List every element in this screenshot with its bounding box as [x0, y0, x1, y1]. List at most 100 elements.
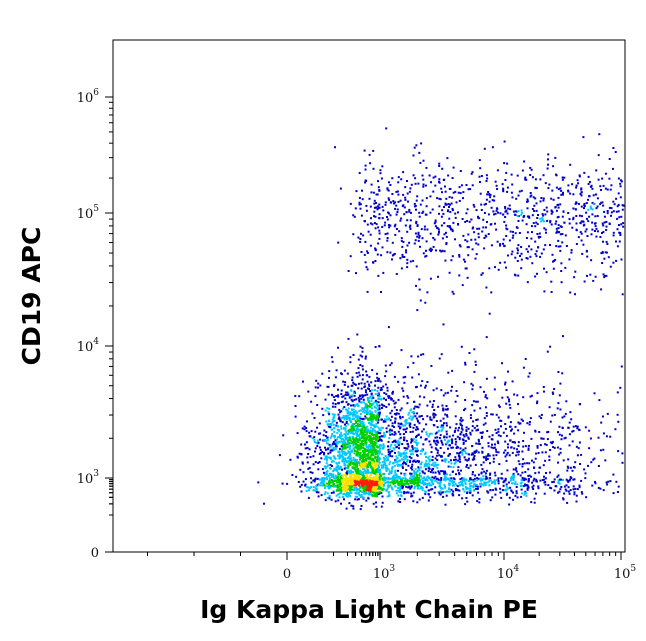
event-dot — [330, 435, 333, 438]
event-dot — [319, 452, 322, 454]
event-dot — [330, 476, 333, 478]
event-dot — [376, 437, 379, 440]
event-dot — [343, 439, 346, 442]
event-dot — [551, 253, 554, 256]
event-dot — [446, 415, 449, 418]
event-dot — [354, 492, 357, 495]
event-dot — [418, 460, 420, 463]
event-dot — [377, 487, 380, 490]
event-dot — [553, 413, 556, 416]
event-dot — [504, 206, 507, 208]
event-dot — [355, 454, 358, 457]
event-dot — [317, 386, 319, 389]
event-dot — [491, 413, 494, 416]
event-dot — [551, 189, 554, 192]
event-dot — [558, 231, 561, 234]
event-dot — [378, 473, 381, 475]
event-dot — [335, 441, 338, 444]
event-dot — [427, 435, 430, 438]
event-dot — [458, 451, 461, 454]
event-dot — [407, 483, 410, 486]
event-dot — [351, 412, 354, 415]
event-dot — [319, 446, 321, 449]
event-dot — [393, 402, 396, 405]
event-dot — [462, 448, 465, 451]
event-dot — [580, 232, 583, 235]
event-dot — [376, 484, 379, 487]
event-dot — [387, 450, 390, 453]
event-dot — [526, 200, 529, 203]
event-dot — [451, 480, 454, 483]
event-dot — [384, 462, 387, 465]
event-dot — [466, 459, 469, 462]
event-dot — [462, 441, 465, 444]
event-dot — [399, 199, 402, 202]
event-dot — [382, 473, 385, 476]
event-dot — [359, 452, 362, 454]
event-dot — [545, 231, 547, 234]
event-dot — [339, 436, 342, 439]
event-dot — [441, 491, 444, 494]
event-dot — [336, 462, 339, 465]
event-dot — [419, 161, 422, 164]
event-dot — [485, 412, 488, 414]
event-dot — [433, 238, 436, 241]
event-dot — [502, 213, 505, 216]
event-dot — [448, 477, 451, 480]
event-dot — [540, 437, 543, 440]
event-dot — [389, 364, 392, 367]
event-dot — [391, 466, 394, 468]
event-dot — [552, 165, 555, 168]
event-dot — [564, 234, 567, 237]
event-dot — [502, 242, 504, 245]
event-dot — [446, 414, 448, 417]
event-dot — [364, 466, 367, 469]
event-dot — [430, 365, 433, 367]
event-dot — [425, 483, 427, 485]
event-dot — [443, 222, 446, 225]
event-dot — [600, 252, 603, 255]
event-dot — [465, 430, 468, 433]
event-dot — [365, 465, 368, 468]
event-dot — [436, 451, 439, 454]
event-dot — [555, 173, 557, 176]
event-dot — [424, 464, 427, 467]
event-dot — [438, 212, 440, 215]
event-dot — [332, 475, 335, 478]
event-dot — [440, 250, 443, 253]
event-dot — [427, 482, 430, 485]
event-dot — [588, 181, 591, 183]
event-dot — [372, 443, 375, 446]
event-dot — [387, 491, 390, 494]
event-dot — [408, 241, 411, 244]
event-dot — [544, 228, 547, 231]
event-dot — [375, 471, 378, 474]
event-dot — [435, 454, 438, 457]
event-dot — [575, 445, 578, 448]
event-dot — [367, 399, 369, 402]
event-dot — [353, 404, 356, 406]
event-dot — [414, 450, 417, 453]
event-dot — [451, 385, 453, 388]
event-dot — [460, 420, 463, 423]
event-dot — [357, 478, 360, 481]
event-dot — [612, 200, 615, 203]
event-dot — [418, 395, 421, 398]
event-dot — [373, 215, 375, 218]
event-dot — [463, 381, 466, 384]
event-dot — [504, 423, 507, 425]
event-dot — [600, 288, 603, 291]
event-dot — [359, 473, 362, 476]
event-dot — [373, 436, 376, 439]
event-dot — [505, 483, 508, 486]
event-dot — [569, 466, 572, 469]
event-dot — [591, 201, 594, 204]
event-dot — [412, 479, 414, 482]
event-dot — [410, 355, 413, 358]
event-dot — [411, 448, 414, 451]
event-dot — [337, 346, 339, 349]
event-dot — [617, 210, 620, 213]
event-dot — [493, 376, 496, 379]
event-dot — [395, 213, 398, 216]
event-dot — [511, 428, 513, 431]
